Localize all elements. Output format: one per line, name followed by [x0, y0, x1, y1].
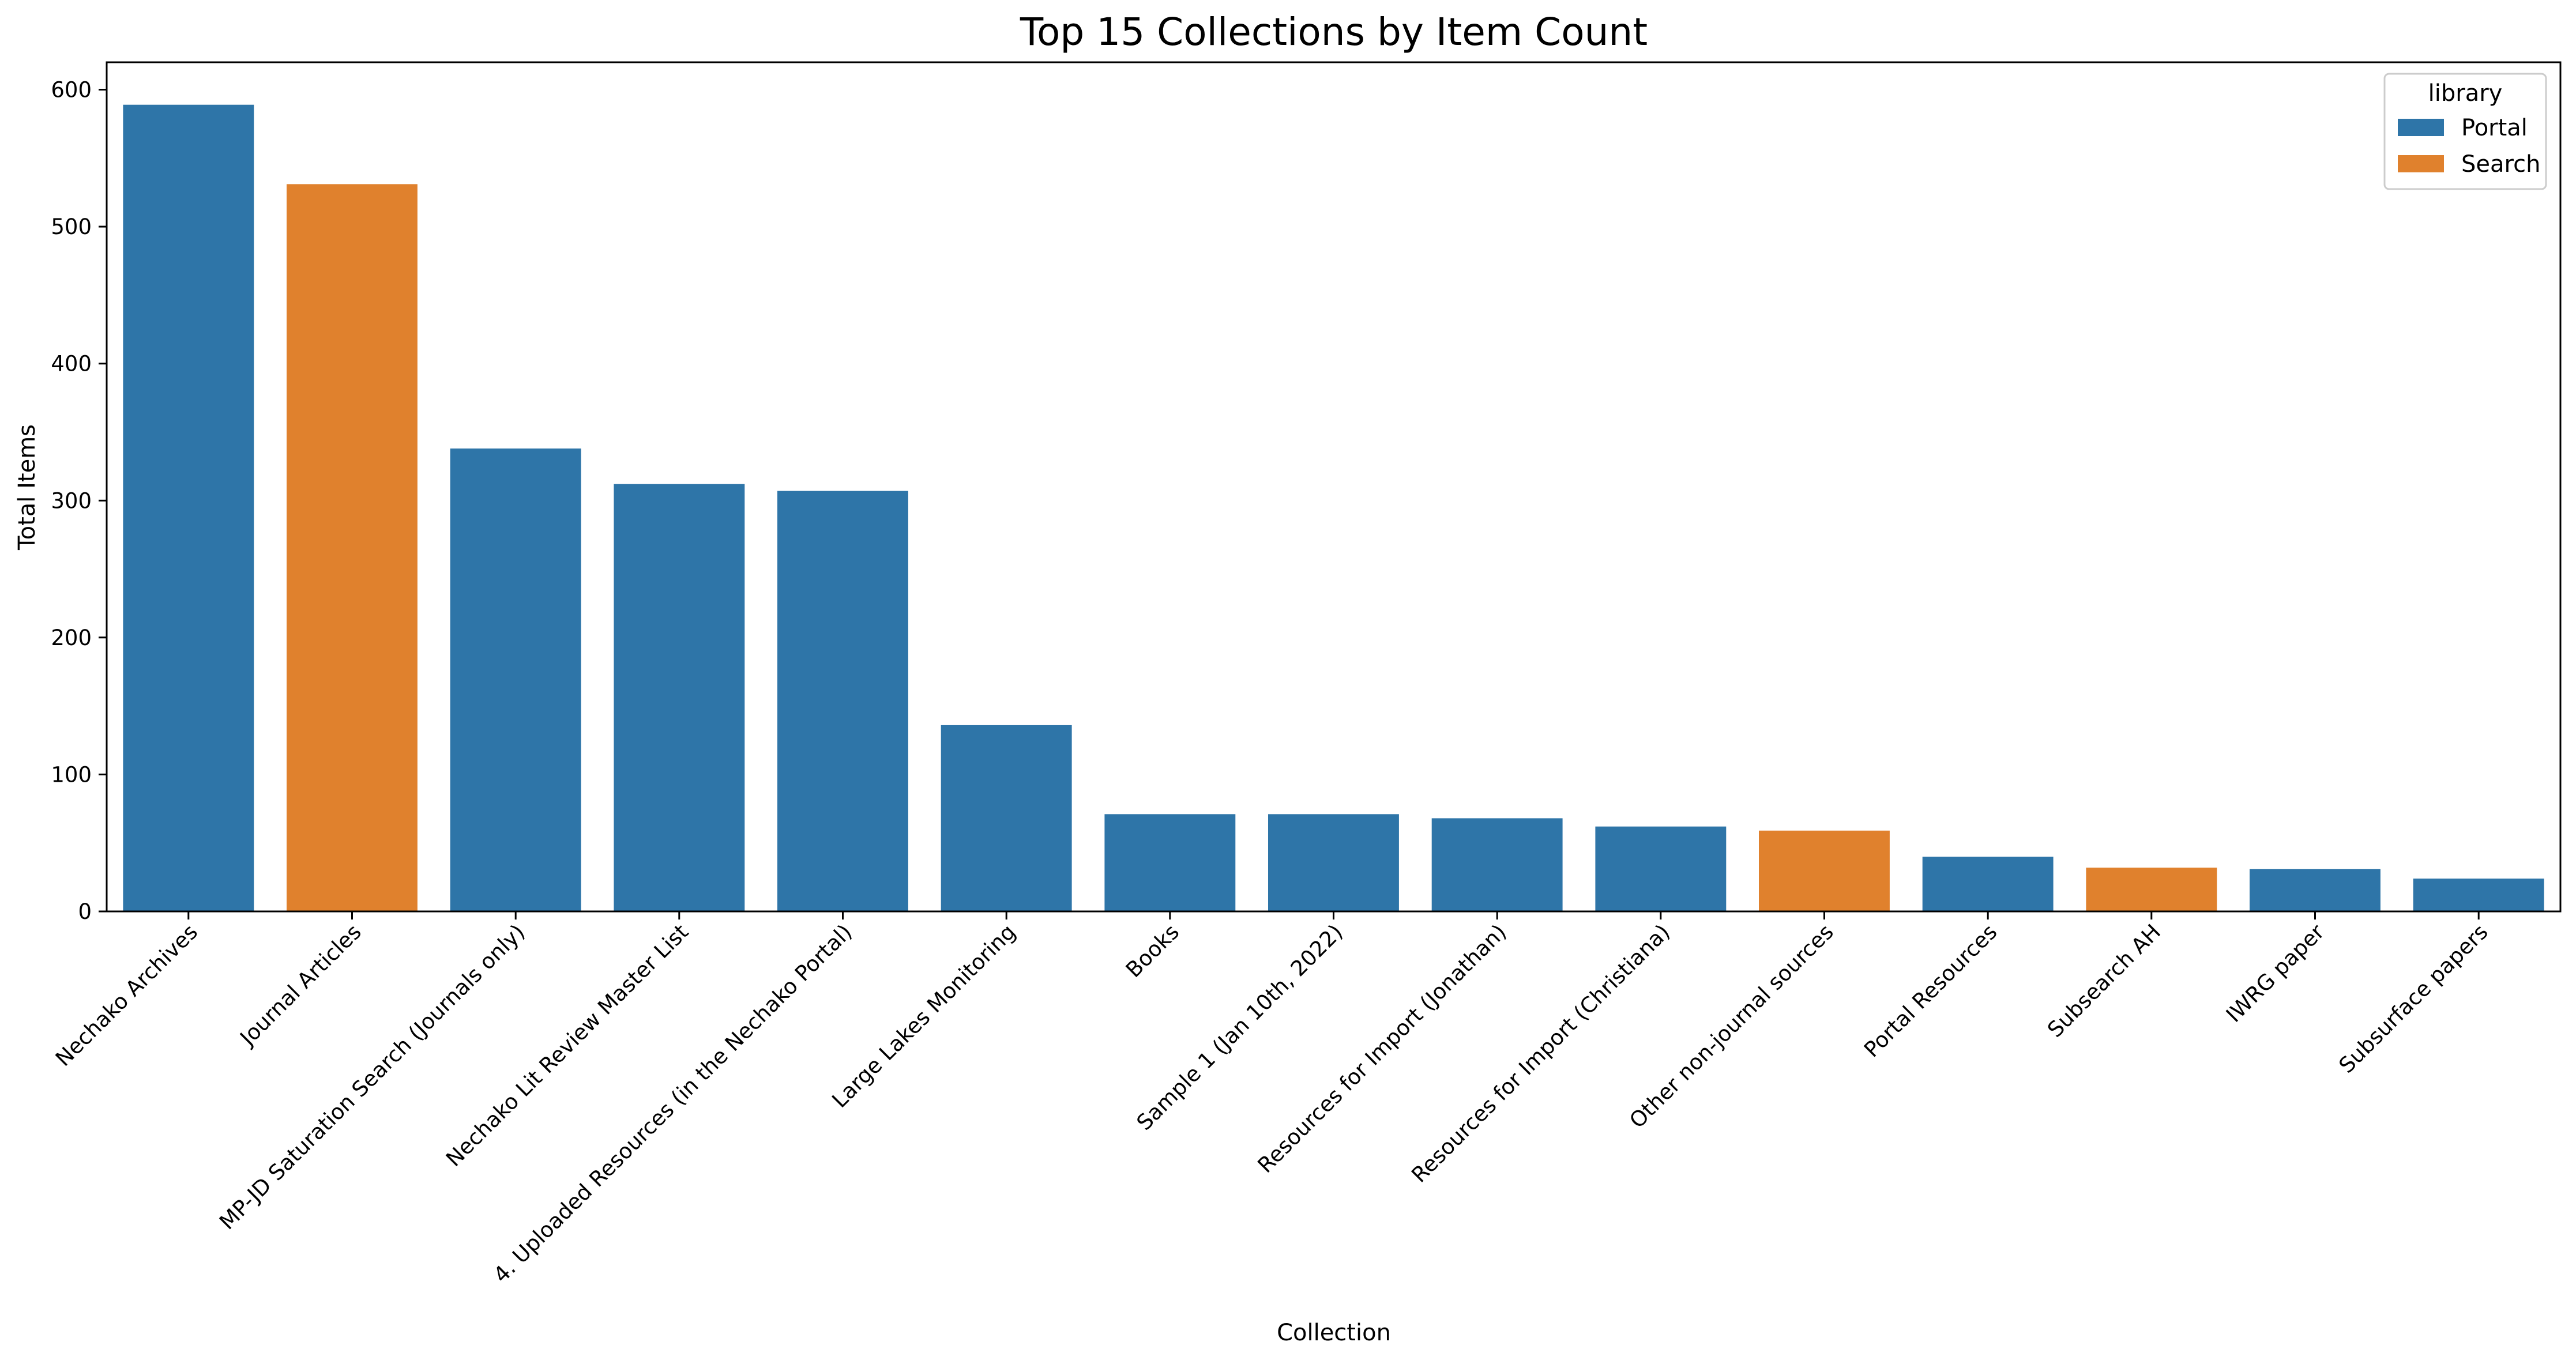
bar-nechako-lit-review-master-list — [614, 484, 745, 911]
y-tick-label: 400 — [51, 352, 92, 376]
bar-portal-resources — [1922, 857, 2054, 911]
bar-resources-for-import-christiana — [1595, 826, 1727, 911]
y-tick-label: 300 — [51, 488, 92, 513]
y-tick-label: 200 — [51, 625, 92, 650]
bar-mp-jd-saturation-search-journals-only — [450, 449, 581, 911]
bar-resources-for-import-jonathan — [1431, 818, 1563, 911]
y-tick-label: 100 — [51, 762, 92, 787]
legend-swatch-search — [2398, 155, 2444, 172]
legend-swatch-portal — [2398, 119, 2444, 136]
legend-title: library — [2428, 80, 2503, 107]
bar-iwrg-paper — [2250, 869, 2381, 911]
bar-nechako-archives — [123, 104, 254, 912]
bar-subsearch-ah — [2086, 868, 2217, 911]
y-tick-label: 600 — [51, 78, 92, 103]
x-axis-label: Collection — [1277, 1320, 1391, 1346]
y-axis-ticks: 0 100 200 300 400 500 600 — [51, 78, 107, 924]
axes-frame — [106, 61, 2562, 913]
bar-other-non-journal-sources — [1759, 830, 1890, 911]
legend: library Portal Search — [2383, 73, 2547, 190]
legend-label-search: Search — [2461, 151, 2540, 178]
chart-title: Top 15 Collections by Item Count — [1020, 10, 1648, 54]
bar-subsurface-papers — [2413, 879, 2544, 911]
legend-label-portal: Portal — [2461, 115, 2528, 141]
bar-books — [1104, 814, 1236, 911]
y-tick-label: 500 — [51, 214, 92, 239]
bar-sample-1-jan-10th-2022 — [1268, 814, 1399, 911]
y-axis-label: Total Items — [14, 424, 40, 551]
y-tick-label: 0 — [78, 899, 92, 924]
bar-4-uploaded-resources-in-the-nechako-portal — [777, 491, 908, 911]
bar-journal-articles — [287, 184, 418, 911]
bars-group — [123, 104, 2544, 912]
bar-large-lakes-monitoring — [941, 725, 1072, 911]
